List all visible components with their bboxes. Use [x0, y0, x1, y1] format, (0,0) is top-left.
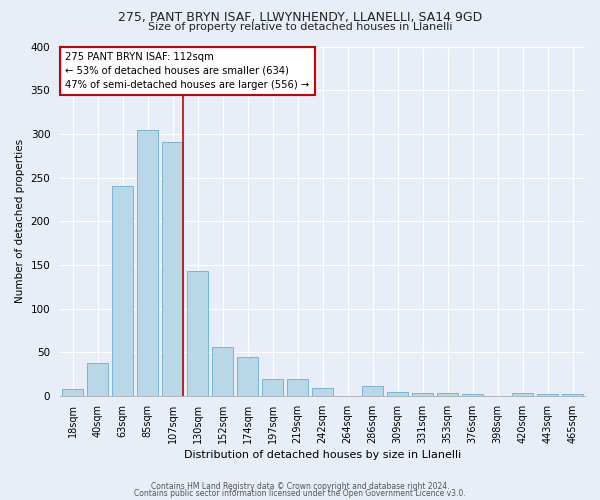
Bar — [537, 394, 558, 396]
Bar — [237, 356, 258, 396]
Bar — [212, 347, 233, 396]
Bar — [562, 394, 583, 396]
Bar — [412, 394, 433, 396]
Bar — [512, 394, 533, 396]
Bar — [62, 389, 83, 396]
Bar — [462, 394, 483, 396]
Bar — [262, 380, 283, 396]
Bar — [112, 186, 133, 396]
Bar — [387, 392, 408, 396]
Text: Size of property relative to detached houses in Llanelli: Size of property relative to detached ho… — [148, 22, 452, 32]
Bar — [437, 394, 458, 396]
Bar — [137, 130, 158, 396]
Text: 275 PANT BRYN ISAF: 112sqm
← 53% of detached houses are smaller (634)
47% of sem: 275 PANT BRYN ISAF: 112sqm ← 53% of deta… — [65, 52, 310, 90]
Bar — [162, 142, 183, 396]
X-axis label: Distribution of detached houses by size in Llanelli: Distribution of detached houses by size … — [184, 450, 461, 460]
Text: Contains public sector information licensed under the Open Government Licence v3: Contains public sector information licen… — [134, 489, 466, 498]
Text: 275, PANT BRYN ISAF, LLWYNHENDY, LLANELLI, SA14 9GD: 275, PANT BRYN ISAF, LLWYNHENDY, LLANELL… — [118, 11, 482, 24]
Bar — [362, 386, 383, 396]
Bar — [187, 271, 208, 396]
Text: Contains HM Land Registry data © Crown copyright and database right 2024.: Contains HM Land Registry data © Crown c… — [151, 482, 449, 491]
Bar — [312, 388, 333, 396]
Bar — [287, 380, 308, 396]
Bar — [87, 363, 108, 396]
Y-axis label: Number of detached properties: Number of detached properties — [15, 139, 25, 304]
